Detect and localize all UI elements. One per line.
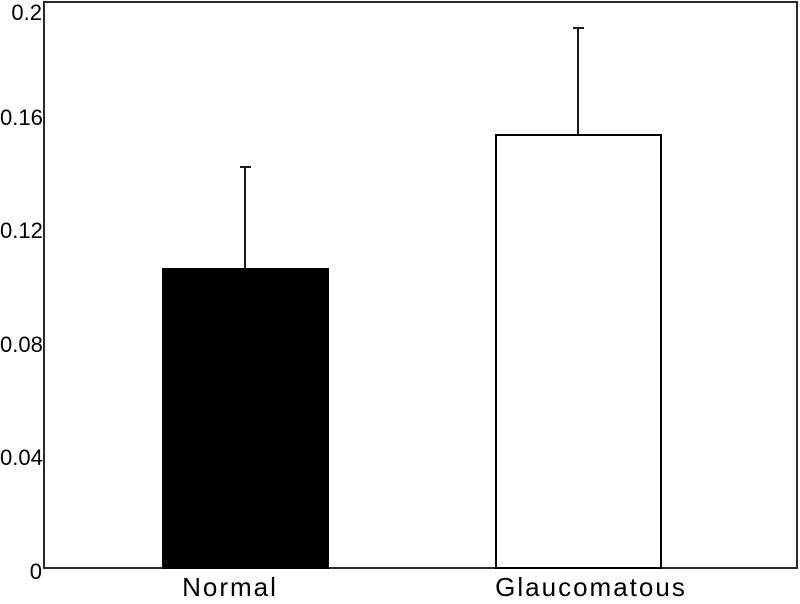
error-bar-cap-normal: [239, 165, 251, 168]
bar-glaucomatous: [494, 134, 662, 569]
error-bar-line-glaucomatous: [577, 26, 579, 135]
y-tick-label: 0.12: [0, 218, 43, 244]
x-category-label-normal: Normal: [182, 572, 278, 602]
y-tick-label: 0.16: [0, 104, 43, 130]
error-bar-line-normal: [244, 165, 246, 268]
error-bar-cap-glaucomatous: [572, 26, 584, 29]
y-tick-label: 0: [29, 559, 42, 584]
bar-normal: [161, 267, 329, 569]
y-tick-label: 0.2: [11, 0, 42, 25]
y-tick-label: 0.04: [0, 445, 43, 471]
y-tick-label: 0.08: [0, 331, 43, 357]
plot-area: [43, 1, 798, 569]
x-category-label-glaucomatous: Glaucomatous: [495, 572, 687, 602]
